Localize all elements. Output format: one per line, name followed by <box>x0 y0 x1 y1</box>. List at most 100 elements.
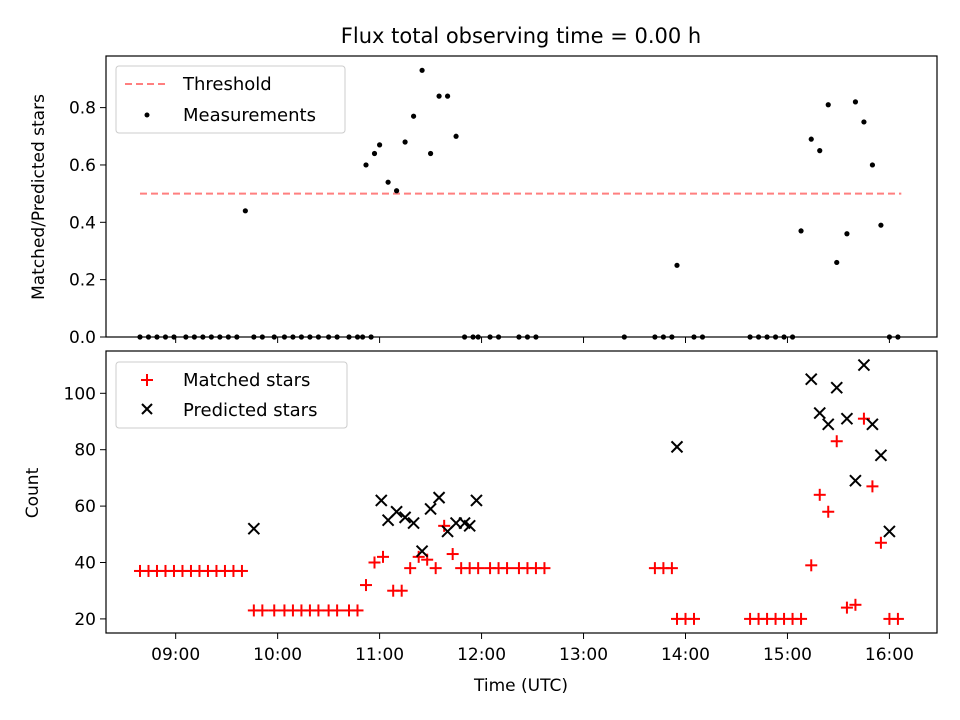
predicted-star-point <box>813 406 826 420</box>
predicted-star-point <box>398 511 412 524</box>
matched-star-point <box>412 550 425 563</box>
top-y-tick-label: 0.2 <box>69 271 96 291</box>
matched-legend-marker <box>141 374 153 386</box>
measurement-point <box>377 142 383 148</box>
matched-star-point <box>429 562 442 575</box>
measurement-point <box>393 188 400 194</box>
bottom-x-tick-label: 13:00 <box>559 645 608 665</box>
measurement-point <box>798 228 804 234</box>
matched-star-point <box>438 519 451 532</box>
legend-label-predicted: Predicted stars <box>183 400 317 421</box>
predicted-star-point <box>470 494 483 507</box>
measurement-point <box>385 179 391 185</box>
top-plot-area: 0.0 0.2 0.4 0.6 0.8 <box>69 67 902 348</box>
matched-star-point <box>891 612 904 625</box>
predicted-star-point <box>407 516 420 530</box>
matched-star-point <box>813 488 826 501</box>
matched-star-point <box>866 480 879 493</box>
matched-star-point <box>404 562 417 575</box>
measurement-point <box>861 119 867 125</box>
predicted-star-point <box>247 522 261 535</box>
bottom-x-tick-label: 11:00 <box>355 645 404 665</box>
measurement-point <box>444 93 451 99</box>
matched-star-point <box>256 604 269 617</box>
predicted-star-point <box>424 502 437 516</box>
bottom-x-tick-label: 15:00 <box>763 645 812 665</box>
chart-title: Flux total observing time = 0.00 h <box>341 24 701 48</box>
predicted-star-point <box>458 516 471 530</box>
bottom-y-axis-label: Count <box>23 467 43 518</box>
measurement-point <box>852 99 859 105</box>
matched-star-point <box>840 601 853 614</box>
predicted-star-point <box>822 418 835 431</box>
count-panel: Count Time (UTC) 20 40 60 80 100 09:00 10:00 11… <box>23 350 938 696</box>
measurement-point <box>674 262 680 268</box>
predicted-star-point <box>805 372 818 386</box>
matched-star-point <box>377 550 389 563</box>
legend-label-matched: Matched stars <box>183 370 310 391</box>
matched-star-point <box>268 604 281 617</box>
bottom-x-tick-label: 16:00 <box>865 645 914 665</box>
measurement-point <box>427 150 434 157</box>
ratio-panel: Matched/Predicted stars 0.00.20.40.60.8 … <box>29 55 938 348</box>
predicted-star-point <box>866 418 879 431</box>
matched-star-point <box>805 559 818 572</box>
bottom-legend: Matched stars Predicted stars <box>115 361 348 429</box>
top-y-tick-label: 0.6 <box>69 156 96 176</box>
matched-star-point <box>874 536 887 549</box>
legend-label-measurements: Measurements <box>183 105 316 126</box>
predicted-star-point <box>415 545 429 558</box>
measurement-point <box>844 231 850 237</box>
measurement-point <box>808 136 814 142</box>
matched-star-point <box>235 564 248 577</box>
measurement-point <box>363 162 369 168</box>
predicted-legend-marker <box>141 403 153 415</box>
measurement-point <box>453 133 459 139</box>
bottom-y-tick-label: 100 <box>64 384 96 404</box>
matched-star-point <box>830 435 843 448</box>
matched-star-point <box>368 556 381 569</box>
predicted-star-point <box>830 381 843 394</box>
measurement-point <box>402 139 408 145</box>
top-y-axis-label: Matched/Predicted stars <box>29 94 49 300</box>
matched-star-point <box>501 562 514 575</box>
measurement-point <box>436 93 442 99</box>
predicted-star-point <box>849 474 862 487</box>
top-y-tick-label: 0.0 <box>69 328 96 348</box>
measurement-point <box>834 259 840 266</box>
measurements-legend-marker <box>144 112 150 118</box>
matched-star-point <box>687 612 700 625</box>
bottom-legend-box <box>115 361 348 429</box>
bottom-x-tick-label: 12:00 <box>457 645 506 665</box>
measurement-point <box>242 208 248 214</box>
bottom-x-tick-label: 14:00 <box>661 645 710 665</box>
matched-star-point <box>472 562 485 575</box>
bottom-plot-area: 20 40 60 80 100 09:00 10:00 11:00 12:00 13:00 14:0… <box>64 358 914 665</box>
matched-star-point <box>360 579 373 592</box>
predicted-star-point <box>432 491 446 504</box>
measurement-point <box>817 148 823 154</box>
x-axis-label: Time (UTC) <box>473 676 568 696</box>
predicted-star-point <box>874 449 888 462</box>
top-legend: Threshold Measurements <box>115 65 346 134</box>
matched-star-point <box>395 584 408 597</box>
predicted-star-point <box>375 494 388 507</box>
measurement-point <box>410 113 417 119</box>
matched-star-point <box>351 604 364 617</box>
bottom-y-tick-label: 60 <box>74 497 96 517</box>
predicted-star-point <box>883 525 896 538</box>
bottom-y-tick-label: 80 <box>74 441 96 461</box>
bottom-y-tick-label: 20 <box>74 610 96 630</box>
top-y-tick-label: 0.8 <box>69 99 96 119</box>
matched-star-point <box>849 598 862 611</box>
matched-star-point <box>312 604 325 617</box>
top-plot-frame <box>105 55 938 338</box>
matched-star-point <box>446 548 459 561</box>
top-y-tick-label: 0.4 <box>69 213 96 233</box>
matched-star-point <box>795 612 808 625</box>
measurement-point <box>825 102 831 108</box>
matched-star-point <box>538 562 551 575</box>
legend-label-threshold: Threshold <box>182 74 272 95</box>
bottom-x-tick-label: 10:00 <box>253 645 302 665</box>
